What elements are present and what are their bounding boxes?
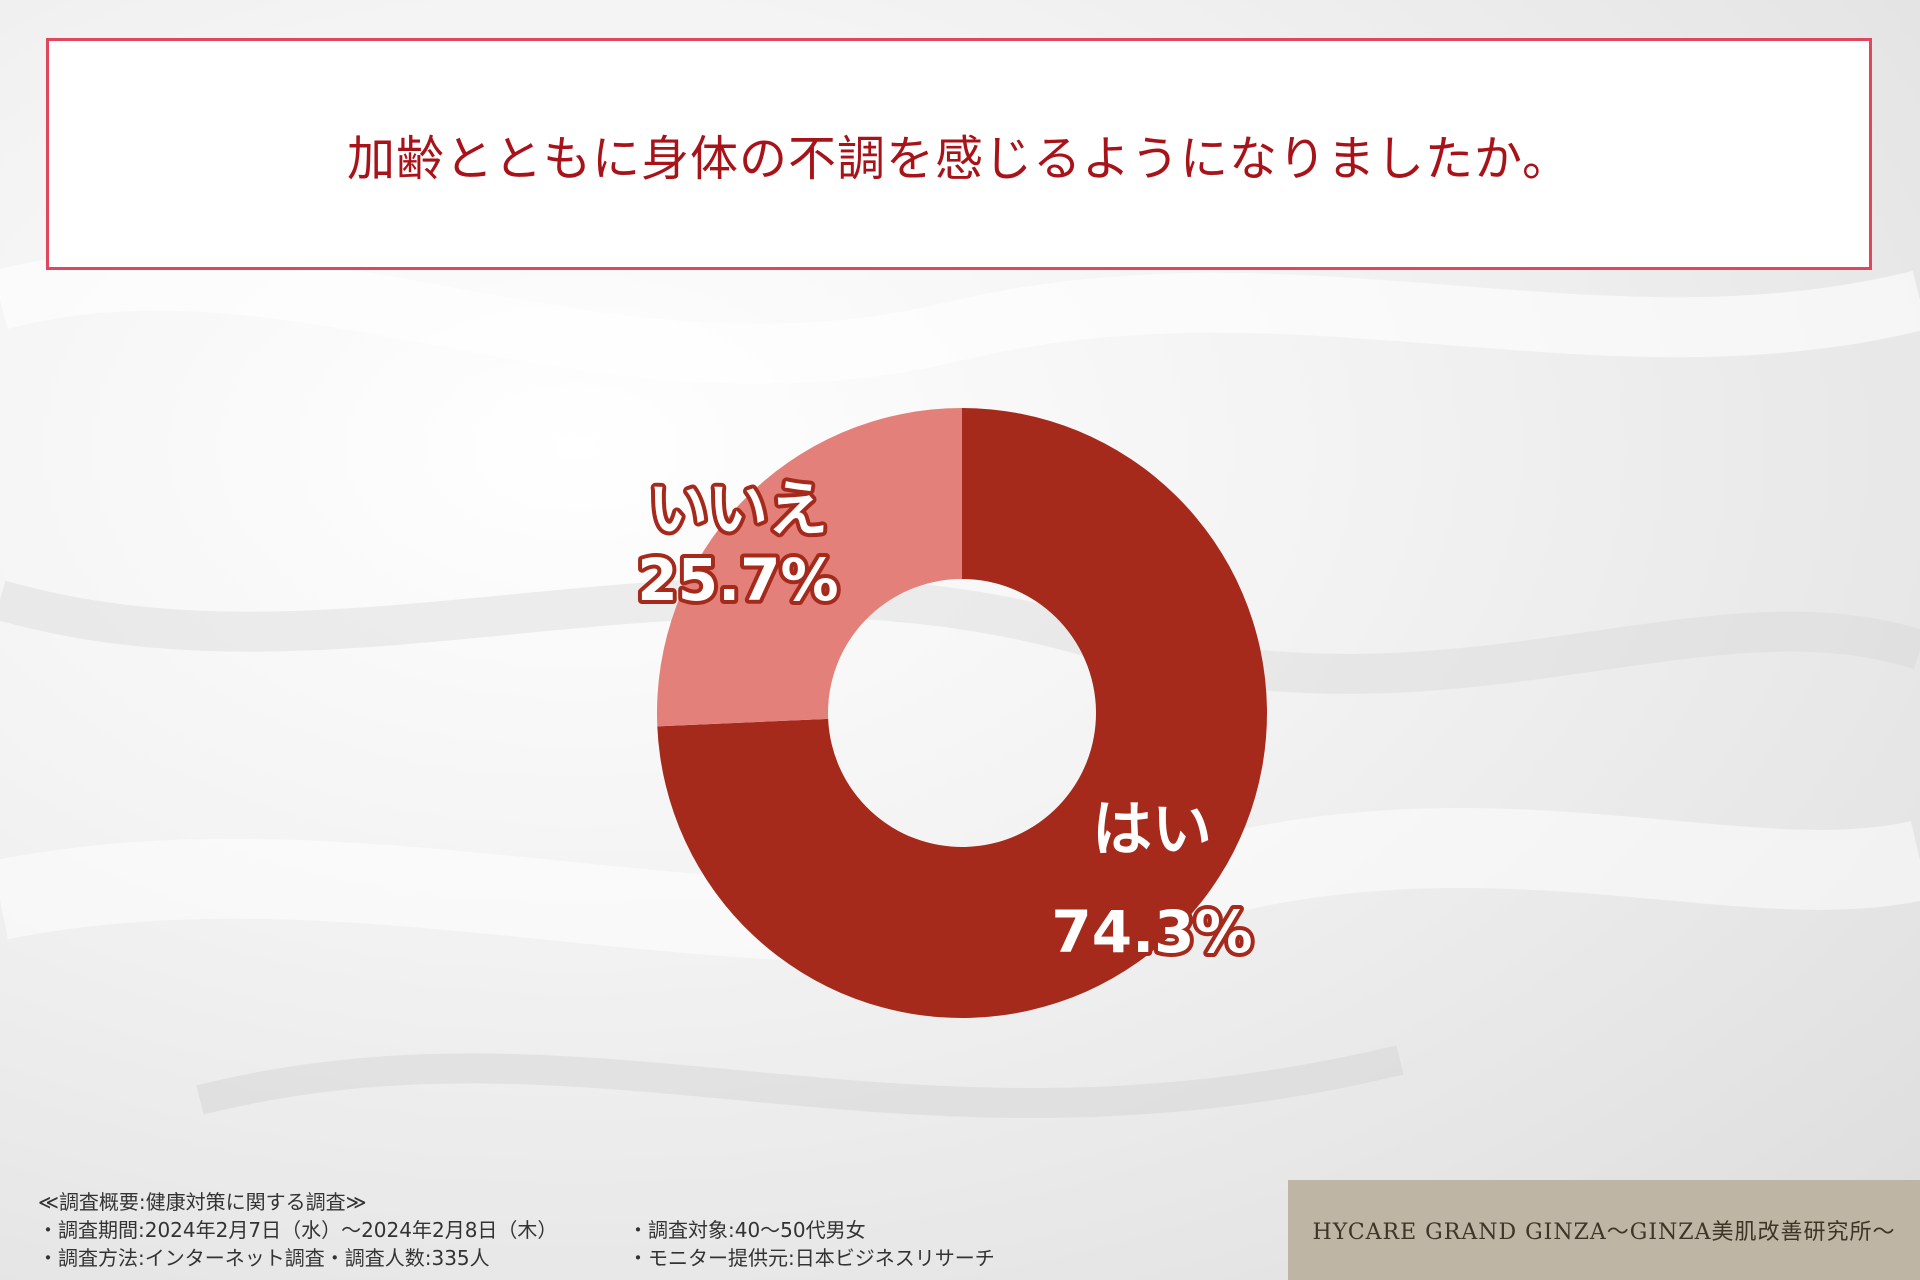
brand-banner: HYCARE GRAND GINZA〜GINZA美肌改善研究所〜 xyxy=(1288,1180,1920,1280)
survey-method: ・調査方法:インターネット調査・調査人数:335人 xyxy=(38,1246,490,1270)
survey-period: ・調査期間:2024年2月7日（水）〜2024年2月8日（木） xyxy=(38,1218,558,1242)
question-banner: 加齢とともに身体の不調を感じるようになりましたか。 xyxy=(46,38,1872,270)
slice-hai xyxy=(657,408,1268,1019)
slice-value-iie: 25.7% xyxy=(637,546,838,614)
question-title: 加齢とともに身体の不調を感じるようになりましたか。 xyxy=(346,131,1572,187)
survey-provider: ・モニター提供元:日本ビジネスリサーチ xyxy=(628,1246,995,1270)
slice-value-hai: 74.3% xyxy=(1051,898,1252,966)
slice-label-iie: いいえ xyxy=(648,475,828,545)
survey-target: ・調査対象:40〜50代男女 xyxy=(628,1218,866,1242)
brand-name: HYCARE GRAND GINZA〜GINZA美肌改善研究所〜 xyxy=(1312,1220,1896,1245)
slice-iie xyxy=(657,408,962,727)
slice-label-hai: はい xyxy=(1092,795,1212,865)
survey-heading: ≪調査概要:健康対策に関する調査≫ xyxy=(38,1190,367,1214)
